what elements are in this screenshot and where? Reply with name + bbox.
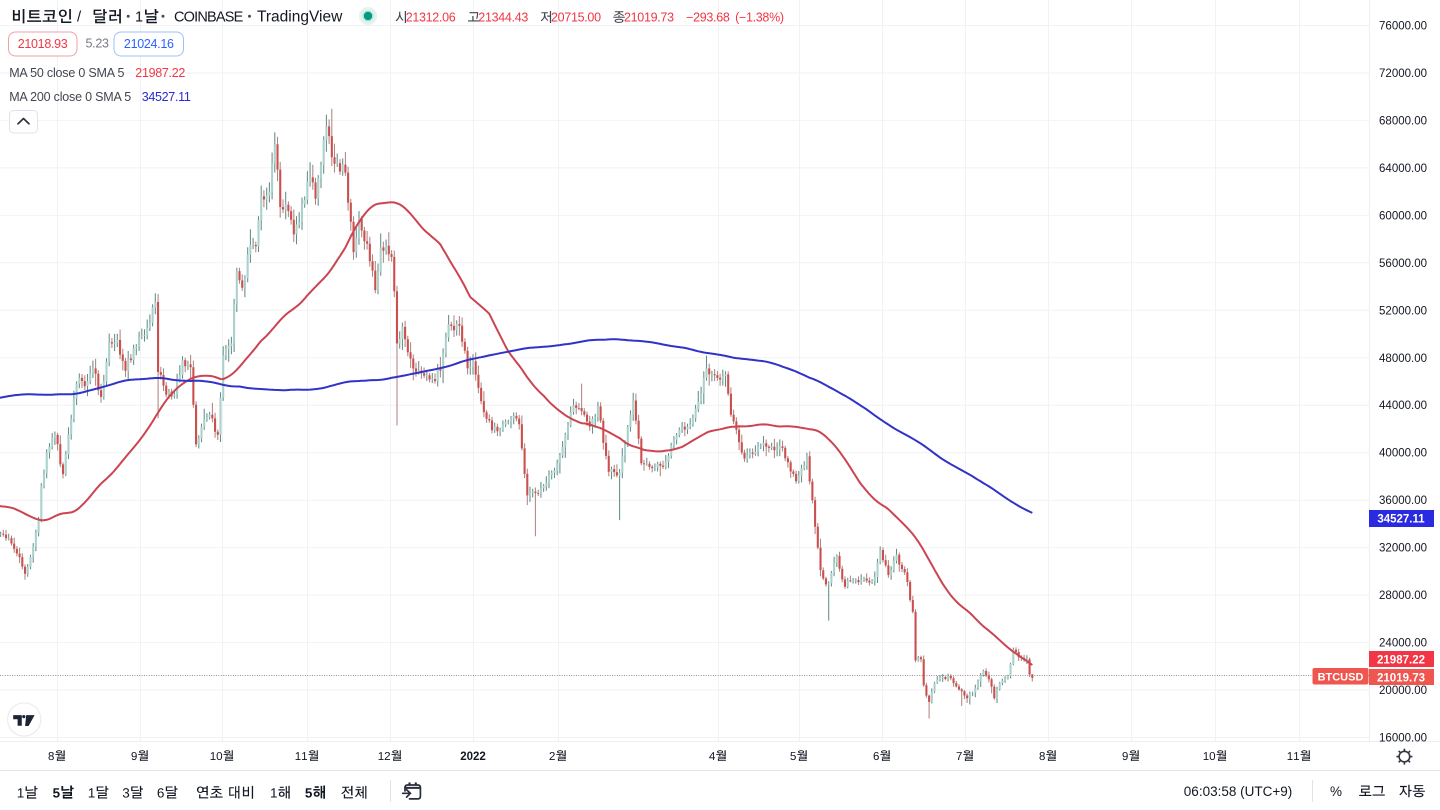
svg-text:21312.06: 21312.06 [406,11,456,25]
svg-text:32000.00: 32000.00 [1379,543,1427,555]
svg-text:20715.00: 20715.00 [551,11,601,25]
svg-text:MA 50 close 0 SMA 5: MA 50 close 0 SMA 5 [9,66,124,80]
svg-text:34527.11: 34527.11 [1377,514,1425,526]
svg-text:40000.00: 40000.00 [1379,448,1427,460]
svg-text:56000.00: 56000.00 [1379,258,1427,270]
svg-text:COINBASE: COINBASE [174,10,244,26]
svg-text:21018.93: 21018.93 [18,37,68,51]
svg-text:28000.00: 28000.00 [1379,590,1427,602]
svg-text:21344.43: 21344.43 [478,11,528,25]
svg-text:06:03:58 (UTC+9): 06:03:58 (UTC+9) [1184,784,1292,799]
svg-text:44000.00: 44000.00 [1379,400,1427,412]
svg-text:48000.00: 48000.00 [1379,353,1427,365]
svg-text:24000.00: 24000.00 [1379,638,1427,650]
svg-text:−293.68: −293.68 [686,11,730,25]
svg-text:60000.00: 60000.00 [1379,210,1427,222]
svg-text:TradingView: TradingView [257,9,343,26]
svg-text:1: 1 [135,10,143,26]
svg-text:21019.73: 21019.73 [624,11,674,25]
svg-text:52000.00: 52000.00 [1379,305,1427,317]
svg-text:20000.00: 20000.00 [1379,685,1427,697]
svg-text:5.23: 5.23 [86,37,109,51]
svg-text:MA 200 close 0 SMA 5: MA 200 close 0 SMA 5 [9,90,131,104]
svg-text:BTCUSD: BTCUSD [1318,672,1364,684]
svg-text:36000.00: 36000.00 [1379,495,1427,507]
svg-text:72000.00: 72000.00 [1379,68,1427,80]
svg-text:21019.73: 21019.73 [1377,673,1425,685]
svg-text:64000.00: 64000.00 [1379,163,1427,175]
svg-text:/: / [77,9,82,26]
svg-text:21987.22: 21987.22 [135,66,185,80]
svg-text:%: % [1330,784,1342,799]
svg-text:21024.16: 21024.16 [124,37,174,51]
svg-text:(−1.38%): (−1.38%) [735,11,784,25]
svg-text:76000.00: 76000.00 [1379,21,1427,33]
svg-text:16000.00: 16000.00 [1379,733,1427,745]
svg-text:2022: 2022 [460,751,486,763]
svg-text:21987.22: 21987.22 [1377,655,1425,667]
svg-text:34527.11: 34527.11 [142,90,191,104]
svg-text:68000.00: 68000.00 [1379,115,1427,127]
